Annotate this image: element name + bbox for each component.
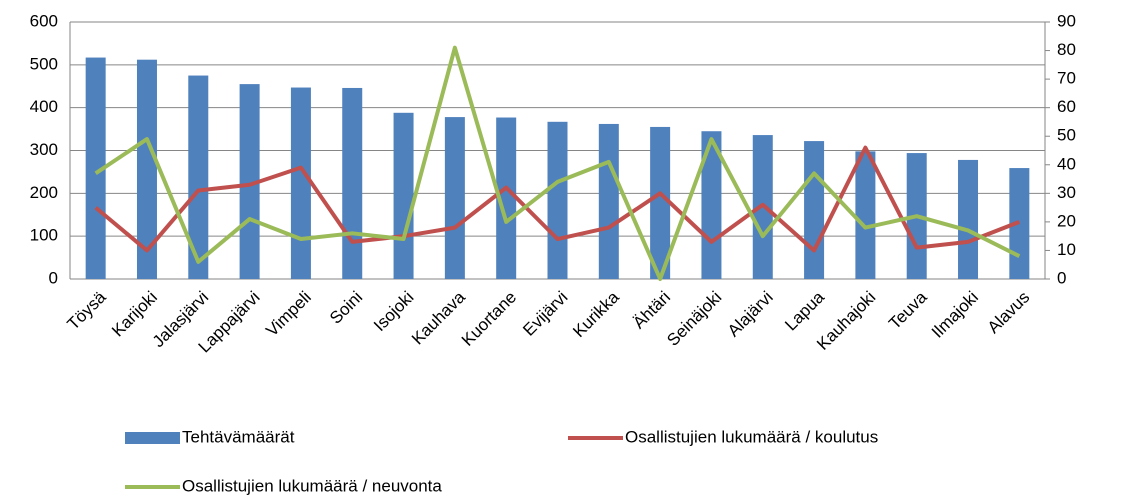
x-tick-label: Kurikka [569,287,623,341]
legend-label: Osallistujien lukumäärä / neuvonta [182,476,442,495]
x-tick-label: Ähtäri [629,288,674,333]
y-tick-label: 200 [30,183,58,202]
y2-tick-label: 60 [1057,97,1076,116]
y2-tick-label: 20 [1057,211,1076,230]
bar [855,151,876,279]
x-tick-label: Alavus [984,288,1034,338]
y2-tick-label: 40 [1057,154,1076,173]
x-tick-label: Teuva [885,287,931,333]
bar [701,131,722,279]
y-tick-label: 500 [30,54,58,73]
x-tick-label: Kuortane [458,288,520,350]
y2-tick-label: 80 [1057,40,1076,59]
y-tick-label: 400 [30,97,58,116]
x-tick-label: Soini [326,288,366,328]
line [94,45,1021,281]
x-tick-label: Seinäjoki [663,288,725,350]
x-tick-label: Lapua [781,287,828,334]
bar [958,159,979,279]
legend-label: Osallistujien lukumäärä / koulutus [625,427,878,446]
bar [393,112,414,279]
bar [804,141,825,279]
x-tick-label: Vimpeli [262,288,315,341]
y-tick-label: 0 [49,268,58,287]
x-tick-label: Ilmajoki [928,288,982,342]
bar [342,87,363,279]
bar [188,75,209,280]
line [94,145,1021,253]
x-tick-label: Alajärvi [724,288,777,341]
bar [547,121,568,279]
y-tick-label: 300 [30,140,58,159]
y2-tick-label: 90 [1057,11,1076,30]
bar [598,123,619,280]
bar [496,117,517,279]
legend-label: Tehtävämäärät [182,427,295,446]
y-tick-label: 600 [30,11,58,30]
y2-tick-label: 50 [1057,126,1076,145]
bar [85,57,106,279]
bar [136,59,157,280]
y2-tick-label: 30 [1057,183,1076,202]
y2-tick-label: 0 [1057,268,1066,287]
bar [290,87,311,279]
legend-swatch [125,432,180,444]
y-tick-label: 100 [30,226,58,245]
x-tick-label: Isojoki [370,288,418,336]
bar [239,84,260,279]
bar [650,126,671,279]
y2-tick-label: 70 [1057,69,1076,88]
bar [444,117,465,279]
y2-tick-label: 10 [1057,240,1076,259]
x-tick-label: Evijärvi [519,288,571,340]
x-tick-label: Töysä [63,287,110,334]
